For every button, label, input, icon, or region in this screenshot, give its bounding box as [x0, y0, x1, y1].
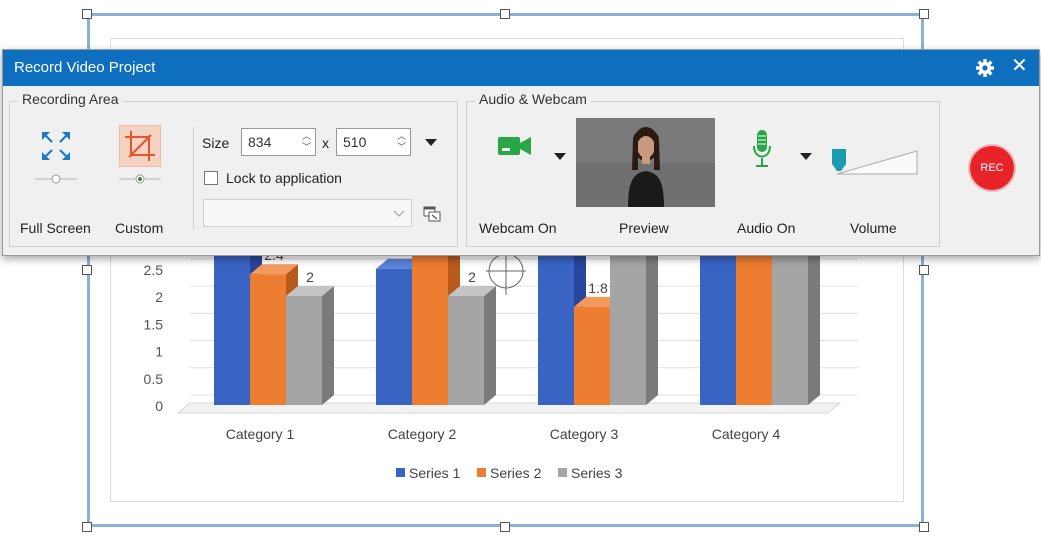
category-label: Category 4	[712, 426, 781, 442]
volume-label: Volume	[850, 220, 897, 236]
audio-webcam-label: Audio & Webcam	[475, 91, 591, 107]
webcam-icon[interactable]	[498, 135, 532, 157]
recording-area-label: Recording Area	[18, 91, 123, 107]
bar-side	[646, 231, 658, 405]
resize-handle-tr[interactable]	[919, 9, 929, 19]
audio-webcam-group: Audio & Webcam	[466, 91, 940, 247]
preview-label: Preview	[619, 220, 669, 236]
gear-icon[interactable]	[975, 58, 995, 78]
title-bar: Record Video Project ✕	[3, 50, 1039, 86]
bar-top	[448, 286, 496, 296]
separator	[193, 127, 194, 229]
close-icon[interactable]: ✕	[1011, 55, 1028, 77]
y-tick-label: 0.5	[144, 371, 164, 387]
data-label: 1.8	[588, 280, 608, 296]
recording-area-group: Recording Area	[9, 91, 458, 247]
bar	[448, 296, 484, 405]
bar	[250, 274, 286, 405]
resize-handle-bl[interactable]	[82, 522, 92, 532]
select-window-icon[interactable]	[423, 206, 441, 222]
legend-swatch	[396, 468, 405, 477]
resize-handle-b[interactable]	[500, 522, 510, 532]
legend-swatch	[558, 468, 567, 477]
category-label: Category 2	[388, 426, 457, 442]
resize-handle-r[interactable]	[919, 265, 929, 275]
y-tick-label: 0	[155, 398, 163, 414]
window-title: Record Video Project	[14, 59, 156, 76]
chart-floor	[176, 402, 842, 414]
resize-handle-l[interactable]	[82, 265, 92, 275]
volume-slider[interactable]	[831, 146, 919, 176]
custom-crop-icon[interactable]	[119, 125, 161, 167]
width-value: 834	[248, 134, 272, 150]
bar-side	[484, 286, 496, 405]
y-tick-label: 2.5	[144, 262, 164, 278]
bar	[736, 252, 772, 405]
record-panel: Record Video Project ✕ Recording Area	[2, 49, 1040, 256]
data-label: 2	[468, 269, 476, 285]
category-label: Category 1	[226, 426, 295, 442]
chevron-down-icon	[393, 210, 405, 217]
height-input[interactable]: 510 ︿ ﹀	[336, 128, 411, 156]
bar	[574, 306, 610, 405]
webcam-on-label: Webcam On	[479, 220, 557, 236]
full-screen-label: Full Screen	[20, 220, 91, 236]
full-screen-slider[interactable]	[35, 172, 77, 186]
audio-dropdown-icon[interactable]	[800, 153, 812, 161]
y-tick-label: 1	[155, 344, 163, 360]
webcam-preview	[576, 118, 715, 207]
bar	[610, 241, 646, 405]
resize-handle-t[interactable]	[500, 9, 510, 19]
width-stepper-icon[interactable]: ︿ ﹀	[301, 131, 311, 152]
microphone-icon[interactable]	[753, 130, 771, 168]
height-value: 510	[343, 134, 367, 150]
size-label: Size	[202, 135, 230, 151]
resize-handle-tl[interactable]	[82, 9, 92, 19]
record-button[interactable]: REC	[970, 146, 1014, 190]
resize-handle-br[interactable]	[919, 522, 929, 532]
data-label: 2	[306, 269, 314, 285]
preview-person-image	[576, 118, 715, 207]
times-label: x	[322, 135, 329, 151]
category-label: Category 3	[550, 426, 619, 442]
application-select[interactable]	[203, 199, 412, 227]
y-tick-label: 1.5	[144, 316, 164, 332]
webcam-dropdown-icon[interactable]	[554, 153, 566, 161]
bar	[286, 296, 322, 405]
full-screen-icon[interactable]	[40, 130, 72, 162]
legend-swatch	[477, 468, 486, 477]
lock-to-application-checkbox[interactable]	[204, 171, 218, 185]
width-input[interactable]: 834 ︿ ﹀	[241, 128, 316, 156]
lock-to-application-label: Lock to application	[226, 170, 342, 186]
legend-label: Series 1	[409, 465, 461, 481]
y-tick-label: 2	[155, 289, 163, 305]
legend-label: Series 3	[571, 465, 623, 481]
bar-top	[286, 286, 334, 296]
custom-slider[interactable]	[119, 172, 161, 186]
bar-side	[322, 286, 334, 405]
bar-top	[250, 264, 298, 275]
custom-label: Custom	[115, 220, 164, 236]
bar	[376, 268, 412, 405]
legend-label: Series 2	[490, 465, 542, 481]
audio-on-label: Audio On	[737, 220, 796, 236]
size-preset-dropdown-icon[interactable]	[425, 139, 437, 147]
height-stepper-icon[interactable]: ︿ ﹀	[396, 131, 406, 152]
